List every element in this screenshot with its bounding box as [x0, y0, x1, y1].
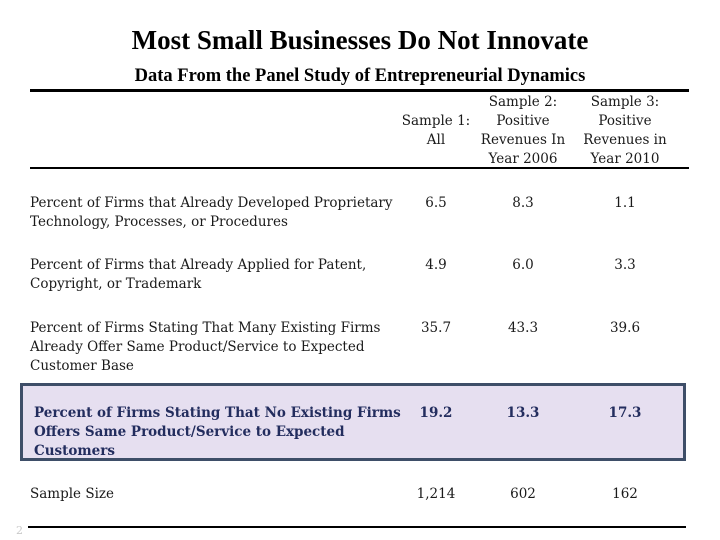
table-cell: 6.0 — [512, 257, 534, 273]
table-cell: 6.5 — [425, 195, 447, 211]
table-cell-highlighted: 19.2 — [419, 405, 453, 421]
table-row-label: Percent of Firms that Already Applied fo… — [30, 257, 367, 292]
table-cell: 43.3 — [507, 320, 539, 336]
slide-subtitle: Data From the Panel Study of Entrepreneu… — [134, 66, 586, 86]
table-row-label: Percent of Firms that Already Developed … — [30, 195, 393, 230]
table-row-label: Sample Size — [30, 486, 115, 502]
column-header-sample1: Sample 1: All — [401, 113, 471, 148]
page-number: 2 — [16, 524, 23, 537]
slide-title: Most Small Businesses Do Not Innovate — [131, 25, 589, 55]
table-cell: 162 — [612, 486, 638, 502]
column-header-sample2: Sample 2: Positive Revenues In Year 2006 — [480, 94, 566, 167]
table-cell: 1,214 — [416, 486, 456, 502]
table-cell-highlighted: 17.3 — [608, 405, 642, 421]
column-header-sample3: Sample 3: Positive Revenues in Year 2010 — [583, 94, 667, 167]
rule-below-header — [30, 167, 689, 169]
rule-bottom — [28, 526, 686, 528]
table-cell: 39.6 — [609, 320, 641, 336]
table-cell: 602 — [510, 486, 536, 502]
highlighted-row-box — [20, 383, 686, 461]
table-cell-highlighted: 13.3 — [506, 405, 540, 421]
table-cell: 3.3 — [614, 257, 636, 273]
table-cell: 8.3 — [512, 195, 534, 211]
table-cell: 1.1 — [614, 195, 636, 211]
rule-below-subtitle — [30, 89, 689, 92]
table-row-label-highlighted: Percent of Firms Stating That No Existin… — [34, 405, 401, 459]
table-row-label: Percent of Firms Stating That Many Exist… — [30, 320, 381, 374]
table-cell: 35.7 — [420, 320, 452, 336]
table-cell: 4.9 — [425, 257, 447, 273]
